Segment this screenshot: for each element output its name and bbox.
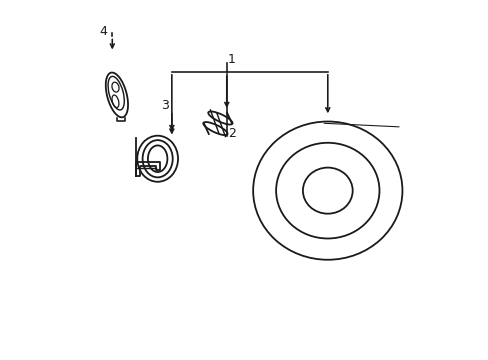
Text: 3: 3 bbox=[161, 99, 168, 112]
Text: 2: 2 bbox=[228, 127, 236, 140]
Text: 1: 1 bbox=[228, 53, 236, 66]
Text: 4: 4 bbox=[99, 24, 107, 38]
